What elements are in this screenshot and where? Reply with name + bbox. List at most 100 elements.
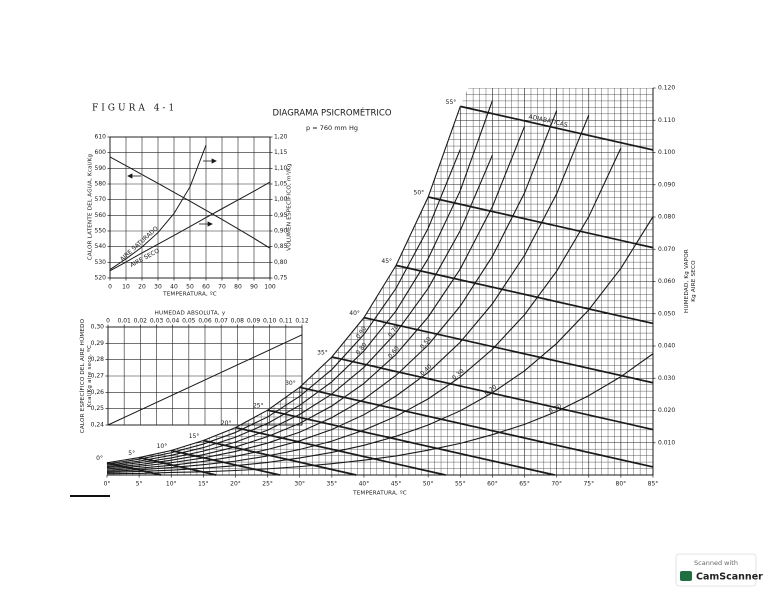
- y-tick-label: 600: [95, 149, 107, 156]
- y-tick-label: 0.050: [658, 310, 675, 317]
- adiabatic-line: [171, 449, 280, 476]
- x-tick-label: 50: [186, 284, 194, 291]
- axis-title: HUMEDAD ABSOLUTA, y: [155, 311, 226, 317]
- x-tick-label: 70: [218, 284, 226, 291]
- chart-panel: 0 10 20 30 40 50 60 70 80 90 100 520 530 540 550 560 570…: [88, 134, 293, 298]
- watermark-icon: [680, 571, 692, 581]
- x-tick-label: 50°: [423, 481, 434, 488]
- plot-frame: [107, 326, 303, 426]
- adiabatic-line: [138, 456, 217, 476]
- x-tick-label: 75°: [583, 481, 594, 488]
- y-tick-label: 0,24: [91, 422, 105, 429]
- adiabatic-line: [235, 426, 446, 476]
- x-tick-label: 40: [170, 284, 178, 291]
- arrow-head: [211, 158, 217, 164]
- y2-tick-label: 1,10: [274, 165, 288, 172]
- y-tick-label: 0.120: [658, 85, 675, 92]
- x-tick-label: 0,06: [198, 318, 212, 325]
- series-line: [106, 216, 654, 473]
- axis-title: Kcal/Kg aire seco, ºC: [86, 345, 93, 407]
- x-tick-label: 15°: [198, 481, 209, 488]
- series-line: [106, 149, 461, 465]
- x-tick-label: 0,01: [117, 318, 131, 325]
- x-tick-label: 5°: [136, 481, 143, 488]
- series-line: [106, 106, 461, 464]
- watermark-brand: CamScanner: [696, 572, 763, 583]
- x-tick-label: 30°: [294, 481, 305, 488]
- y-tick-label: 0,28: [91, 356, 105, 363]
- x-tick-label: 25°: [262, 481, 273, 488]
- y-tick-label: 0.110: [658, 117, 675, 124]
- y-tick-label: 0.070: [658, 246, 675, 253]
- watermark-box: [675, 553, 757, 587]
- x-tick-label: 0,07: [214, 318, 228, 325]
- x-tick-label: 65°: [519, 481, 530, 488]
- axis-title: VOLUMEN ESPECÍFICO, m³/Kg: [286, 163, 293, 251]
- adiabatic-line: [203, 439, 357, 476]
- y-tick-label: 590: [95, 165, 107, 172]
- adiabatic-label: 30°: [285, 380, 296, 387]
- adiabatic-label: 10°: [157, 443, 168, 450]
- adiabatic-label: 25°: [253, 403, 264, 410]
- y-tick-label: 0,27: [91, 373, 105, 380]
- axis-title: TEMPERATURA, ºC: [352, 490, 407, 497]
- axis-title: TEMPERATURA, ºC: [162, 291, 217, 298]
- chart-panel: 0 0,01 0,02 0,03 0,04 0,05 0,06 0,07 0,08 0,09 0,1…: [79, 311, 309, 434]
- adiabatic-line: [331, 356, 654, 431]
- y-tick-label: 0.010: [658, 439, 675, 446]
- axis-title: HUMEDAD, Kg VAPOR: [684, 249, 690, 313]
- x-tick-label: 80°: [616, 481, 627, 488]
- y2-tick-label: 0,85: [274, 243, 288, 250]
- arrow-head: [207, 221, 213, 227]
- series-line: [106, 147, 622, 472]
- y-tick-label: 520: [95, 275, 107, 282]
- x-tick-label: 85°: [648, 481, 659, 488]
- x-tick-label: 0,12: [295, 318, 309, 325]
- axis-title: CALOR LATENTE DEL AGUA, Kcal/Kg: [88, 153, 94, 260]
- y-tick-label: 0.020: [658, 407, 675, 414]
- y-tick-label: 0,30: [91, 324, 105, 331]
- x-tick-label: 0,11: [279, 318, 293, 325]
- x-tick-label: 100: [264, 284, 276, 291]
- y-tick-label: 0.040: [658, 343, 675, 350]
- y2-tick-label: 1,00: [274, 196, 288, 203]
- y-tick-label: 560: [95, 212, 107, 219]
- watermark-caption: Scanned with: [694, 559, 738, 567]
- adiabatic-label: 5°: [128, 450, 135, 457]
- x-tick-label: 0,04: [166, 318, 180, 325]
- x-tick-label: 0,08: [231, 318, 245, 325]
- x-tick-label: 20°: [230, 481, 241, 488]
- series-line: [109, 156, 271, 249]
- y2-tick-label: 0,90: [274, 228, 288, 235]
- y-tick-label: 540: [95, 243, 107, 250]
- watermark: Scanned with CamScanner: [675, 553, 763, 587]
- axis-title: Kg AIRE SECO: [691, 260, 697, 302]
- adiabatic-line: [267, 409, 555, 476]
- x-tick-label: 40°: [359, 481, 370, 488]
- y2-tick-label: 1,15: [274, 149, 288, 156]
- x-tick-label: 35°: [327, 481, 338, 488]
- adiabatic-line: [427, 196, 654, 249]
- y-tick-label: 530: [95, 259, 107, 266]
- adiabatic-line: [460, 105, 654, 151]
- chart-subtitle: p = 760 mm Hg: [306, 124, 358, 132]
- series-line: [106, 126, 526, 469]
- adiabatic-label: 15°: [189, 433, 200, 440]
- series-line: [106, 114, 590, 471]
- x-tick-label: 0,09: [247, 318, 261, 325]
- y-tick-label: 0,25: [91, 405, 105, 412]
- x-tick-label: 0,02: [134, 318, 148, 325]
- x-tick-label: 0,03: [150, 318, 164, 325]
- adiabatic-label: 55°: [446, 99, 457, 106]
- adiabatic-line: [395, 264, 654, 325]
- adiabatic-label: 20°: [221, 420, 232, 427]
- inset-arrows: [127, 158, 217, 227]
- arrow-head: [127, 173, 133, 179]
- y2-tick-label: 1,05: [274, 181, 288, 188]
- chart-title: DIAGRAMA PSICROMÉTRICO: [272, 107, 391, 119]
- adiabatic-line: [363, 316, 654, 384]
- adiabatic-label: 0°: [96, 455, 103, 462]
- series-line: [107, 334, 303, 426]
- y-tick-label: 0.090: [658, 181, 675, 188]
